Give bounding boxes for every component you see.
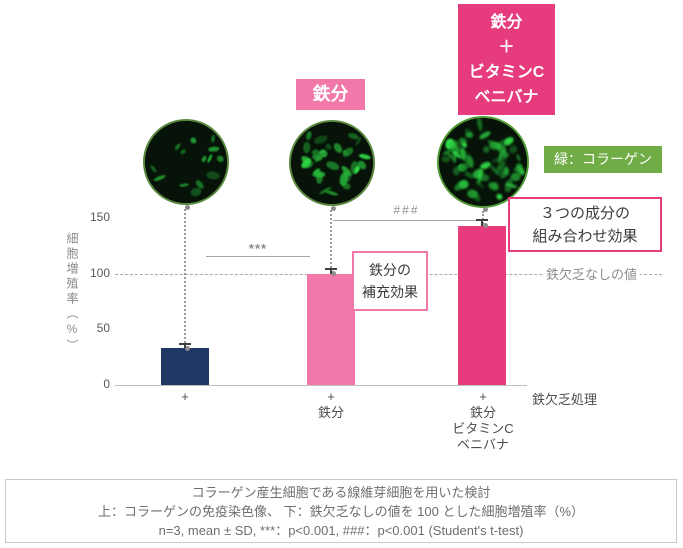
bar-combo [458, 225, 506, 385]
callout-line: 補充効果 [362, 284, 418, 300]
callout-line: ３つの成分の [539, 204, 630, 222]
combo-label-line: ビタミンC [468, 63, 545, 81]
x-category-line: ベニバナ [456, 437, 509, 452]
combo-label-line: ベニバナ [474, 88, 539, 106]
x-category-line: 鉄分 [469, 405, 496, 420]
y-axis-tick: 50 [96, 321, 110, 336]
leader-line-iron [330, 206, 336, 276]
x-category-line: ビタミンC [452, 421, 514, 436]
callout-line: 鉄分の [369, 262, 411, 278]
error-bar [325, 268, 337, 274]
significance-line-2 [333, 220, 480, 221]
y-axis-title: 細胞増殖率（%） [65, 232, 79, 354]
significance-label-2: ### [393, 203, 420, 217]
micrograph-iron [289, 120, 375, 206]
micrograph-image [145, 121, 227, 203]
reference-line-label: 鉄欠乏なしの値 [543, 264, 641, 283]
micrograph-combo [437, 116, 529, 208]
callout-iron-effect: 鉄分の 補充効果 [352, 251, 428, 311]
x-category-line: 鉄分 [317, 405, 344, 420]
callout-combo-effect: ３つの成分の 組み合わせ効果 [508, 197, 662, 252]
bar-iron-deficient [161, 348, 209, 385]
micrograph-iron-deficient [143, 119, 229, 205]
caption-line: コラーゲン産生細胞である線維芽細胞を用いた検討 [191, 484, 491, 500]
y-axis-tick: 100 [89, 265, 110, 280]
callout-line: 組み合わせ効果 [532, 227, 638, 245]
x-category-iron: + 鉄分 [301, 389, 361, 421]
collagen-legend: 緑：コラーゲン [544, 146, 662, 173]
leader-line-combo [482, 207, 488, 228]
micrograph-image [291, 122, 373, 204]
x-category-line: + [327, 389, 335, 404]
x-axis-line [115, 385, 527, 386]
micrograph-image [439, 118, 527, 206]
error-bar [476, 219, 488, 226]
caption-line: 上：コラーゲンの免疫染色像、 下：鉄欠乏なしの値を 100 とした細胞増殖率（%… [97, 503, 585, 519]
iron-group-label: 鉄分 [296, 79, 365, 110]
plus-sign: ＋ [498, 38, 515, 56]
bar-iron [307, 273, 355, 385]
x-category-line: + [181, 389, 189, 404]
significance-label-1: *** [248, 241, 268, 256]
combo-label-line: 鉄分 [490, 13, 523, 31]
caption-line: n=3, mean ± SD, ***：p<0.001, ###：p<0.001… [158, 522, 524, 538]
combo-group-label: 鉄分 ＋ ビタミンC ベニバナ [458, 4, 555, 115]
x-category-combo: + 鉄分 ビタミンC ベニバナ [444, 389, 522, 453]
y-axis-tick: 0 [103, 377, 110, 391]
x-category-line: + [479, 389, 487, 404]
y-axis-tick: 150 [89, 210, 110, 224]
significance-line-1 [206, 256, 310, 257]
x-axis-note: 鉄欠乏処理 [532, 392, 598, 407]
x-category-iron-deficient: + [155, 389, 215, 405]
leader-line-iron-deficient [184, 205, 190, 351]
caption-box: コラーゲン産生細胞である線維芽細胞を用いた検討 上：コラーゲンの免疫染色像、 下… [5, 479, 677, 543]
error-bar [179, 342, 191, 349]
